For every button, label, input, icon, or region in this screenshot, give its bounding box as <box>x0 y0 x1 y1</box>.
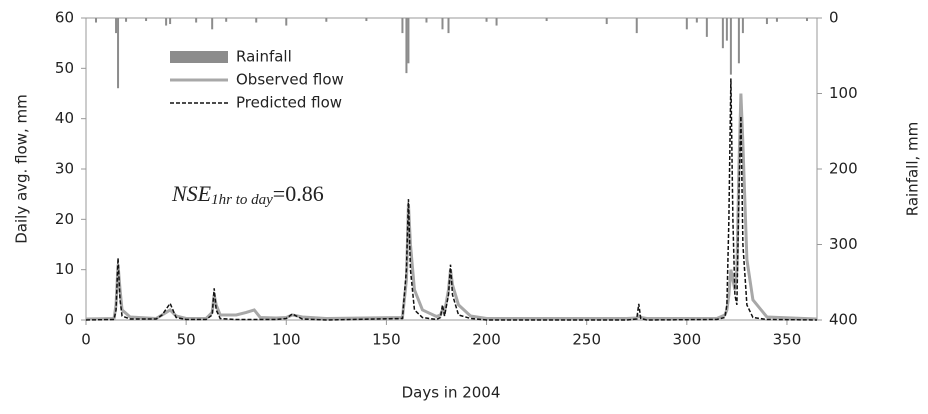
x-axis-label: Days in 2004 <box>402 384 501 402</box>
y2-tick-label: 100 <box>829 84 858 102</box>
y-axis-label: Daily avg. flow, mm <box>13 94 31 244</box>
rain-bar <box>407 18 410 64</box>
rain-bar <box>805 18 808 22</box>
y-tick-label: 0 <box>64 311 74 329</box>
rain-bar <box>125 18 128 22</box>
y-tick-label: 20 <box>55 210 74 228</box>
rain-bar <box>635 18 638 34</box>
x-tick-label: 0 <box>81 331 91 349</box>
rain-bar <box>725 18 728 41</box>
annotation-subscript: 1hr to day <box>211 192 273 208</box>
rain-bar <box>441 18 444 30</box>
rain-bar <box>447 18 450 34</box>
rain-bar <box>775 18 778 22</box>
rain-bar <box>225 18 228 22</box>
y-tick-label: 50 <box>55 59 74 77</box>
rain-bar <box>741 18 744 34</box>
x-tick-label: 150 <box>372 331 401 349</box>
rain-bar <box>721 18 724 49</box>
rain-bar <box>325 18 328 22</box>
y-tick-label: 60 <box>55 9 74 27</box>
y-tick-label: 40 <box>55 109 74 127</box>
rain-bar <box>255 18 258 23</box>
y2-tick-label: 200 <box>829 160 858 178</box>
x-tick-label: 100 <box>272 331 301 349</box>
rain-bar <box>695 18 698 23</box>
y2-tick-label: 0 <box>829 9 839 27</box>
y2-tick-label: 400 <box>829 311 858 329</box>
x-tick-label: 200 <box>472 331 501 349</box>
annotation-value: =0.86 <box>273 181 324 206</box>
y-tick-label: 10 <box>55 260 74 278</box>
rain-bar <box>117 18 120 89</box>
rain-bar <box>705 18 708 37</box>
legend-swatch <box>170 51 228 63</box>
rain-bar <box>685 18 688 30</box>
annotation-name: NSE <box>171 181 212 206</box>
rain-bar <box>401 18 404 34</box>
flow-line <box>85 78 818 321</box>
rain-bar <box>545 18 548 22</box>
rain-bar <box>405 18 408 74</box>
rain-bar <box>115 18 118 34</box>
y2-tick-label: 300 <box>829 235 858 253</box>
x-tick-label: 350 <box>773 331 802 349</box>
rain-bar <box>195 18 198 23</box>
rain-bar <box>165 18 168 26</box>
rain-bar <box>145 18 148 22</box>
rain-bar <box>605 18 608 25</box>
x-tick-label: 50 <box>177 331 196 349</box>
rain-bar <box>285 18 288 26</box>
y-tick-label: 30 <box>55 160 74 178</box>
rain-bar <box>737 18 740 64</box>
flow-line <box>85 93 818 321</box>
rain-bar <box>729 18 732 75</box>
rain-bar <box>495 18 498 26</box>
legend-label: Predicted flow <box>236 94 342 112</box>
rain-bar <box>95 18 98 23</box>
rain-bar <box>211 18 214 30</box>
rain-bar <box>365 18 368 22</box>
rain-bar <box>485 18 488 22</box>
rain-bar <box>765 18 768 25</box>
annotation: NSE1hr to day=0.86 <box>171 181 324 208</box>
legend-label: Observed flow <box>236 71 344 89</box>
x-tick-label: 250 <box>572 331 601 349</box>
rain-bar <box>425 18 428 23</box>
rain-bar <box>169 18 172 25</box>
legend-label: Rainfall <box>236 48 292 66</box>
x-tick-label: 300 <box>673 331 702 349</box>
y2-axis-label: Rainfall, mm <box>904 122 922 217</box>
